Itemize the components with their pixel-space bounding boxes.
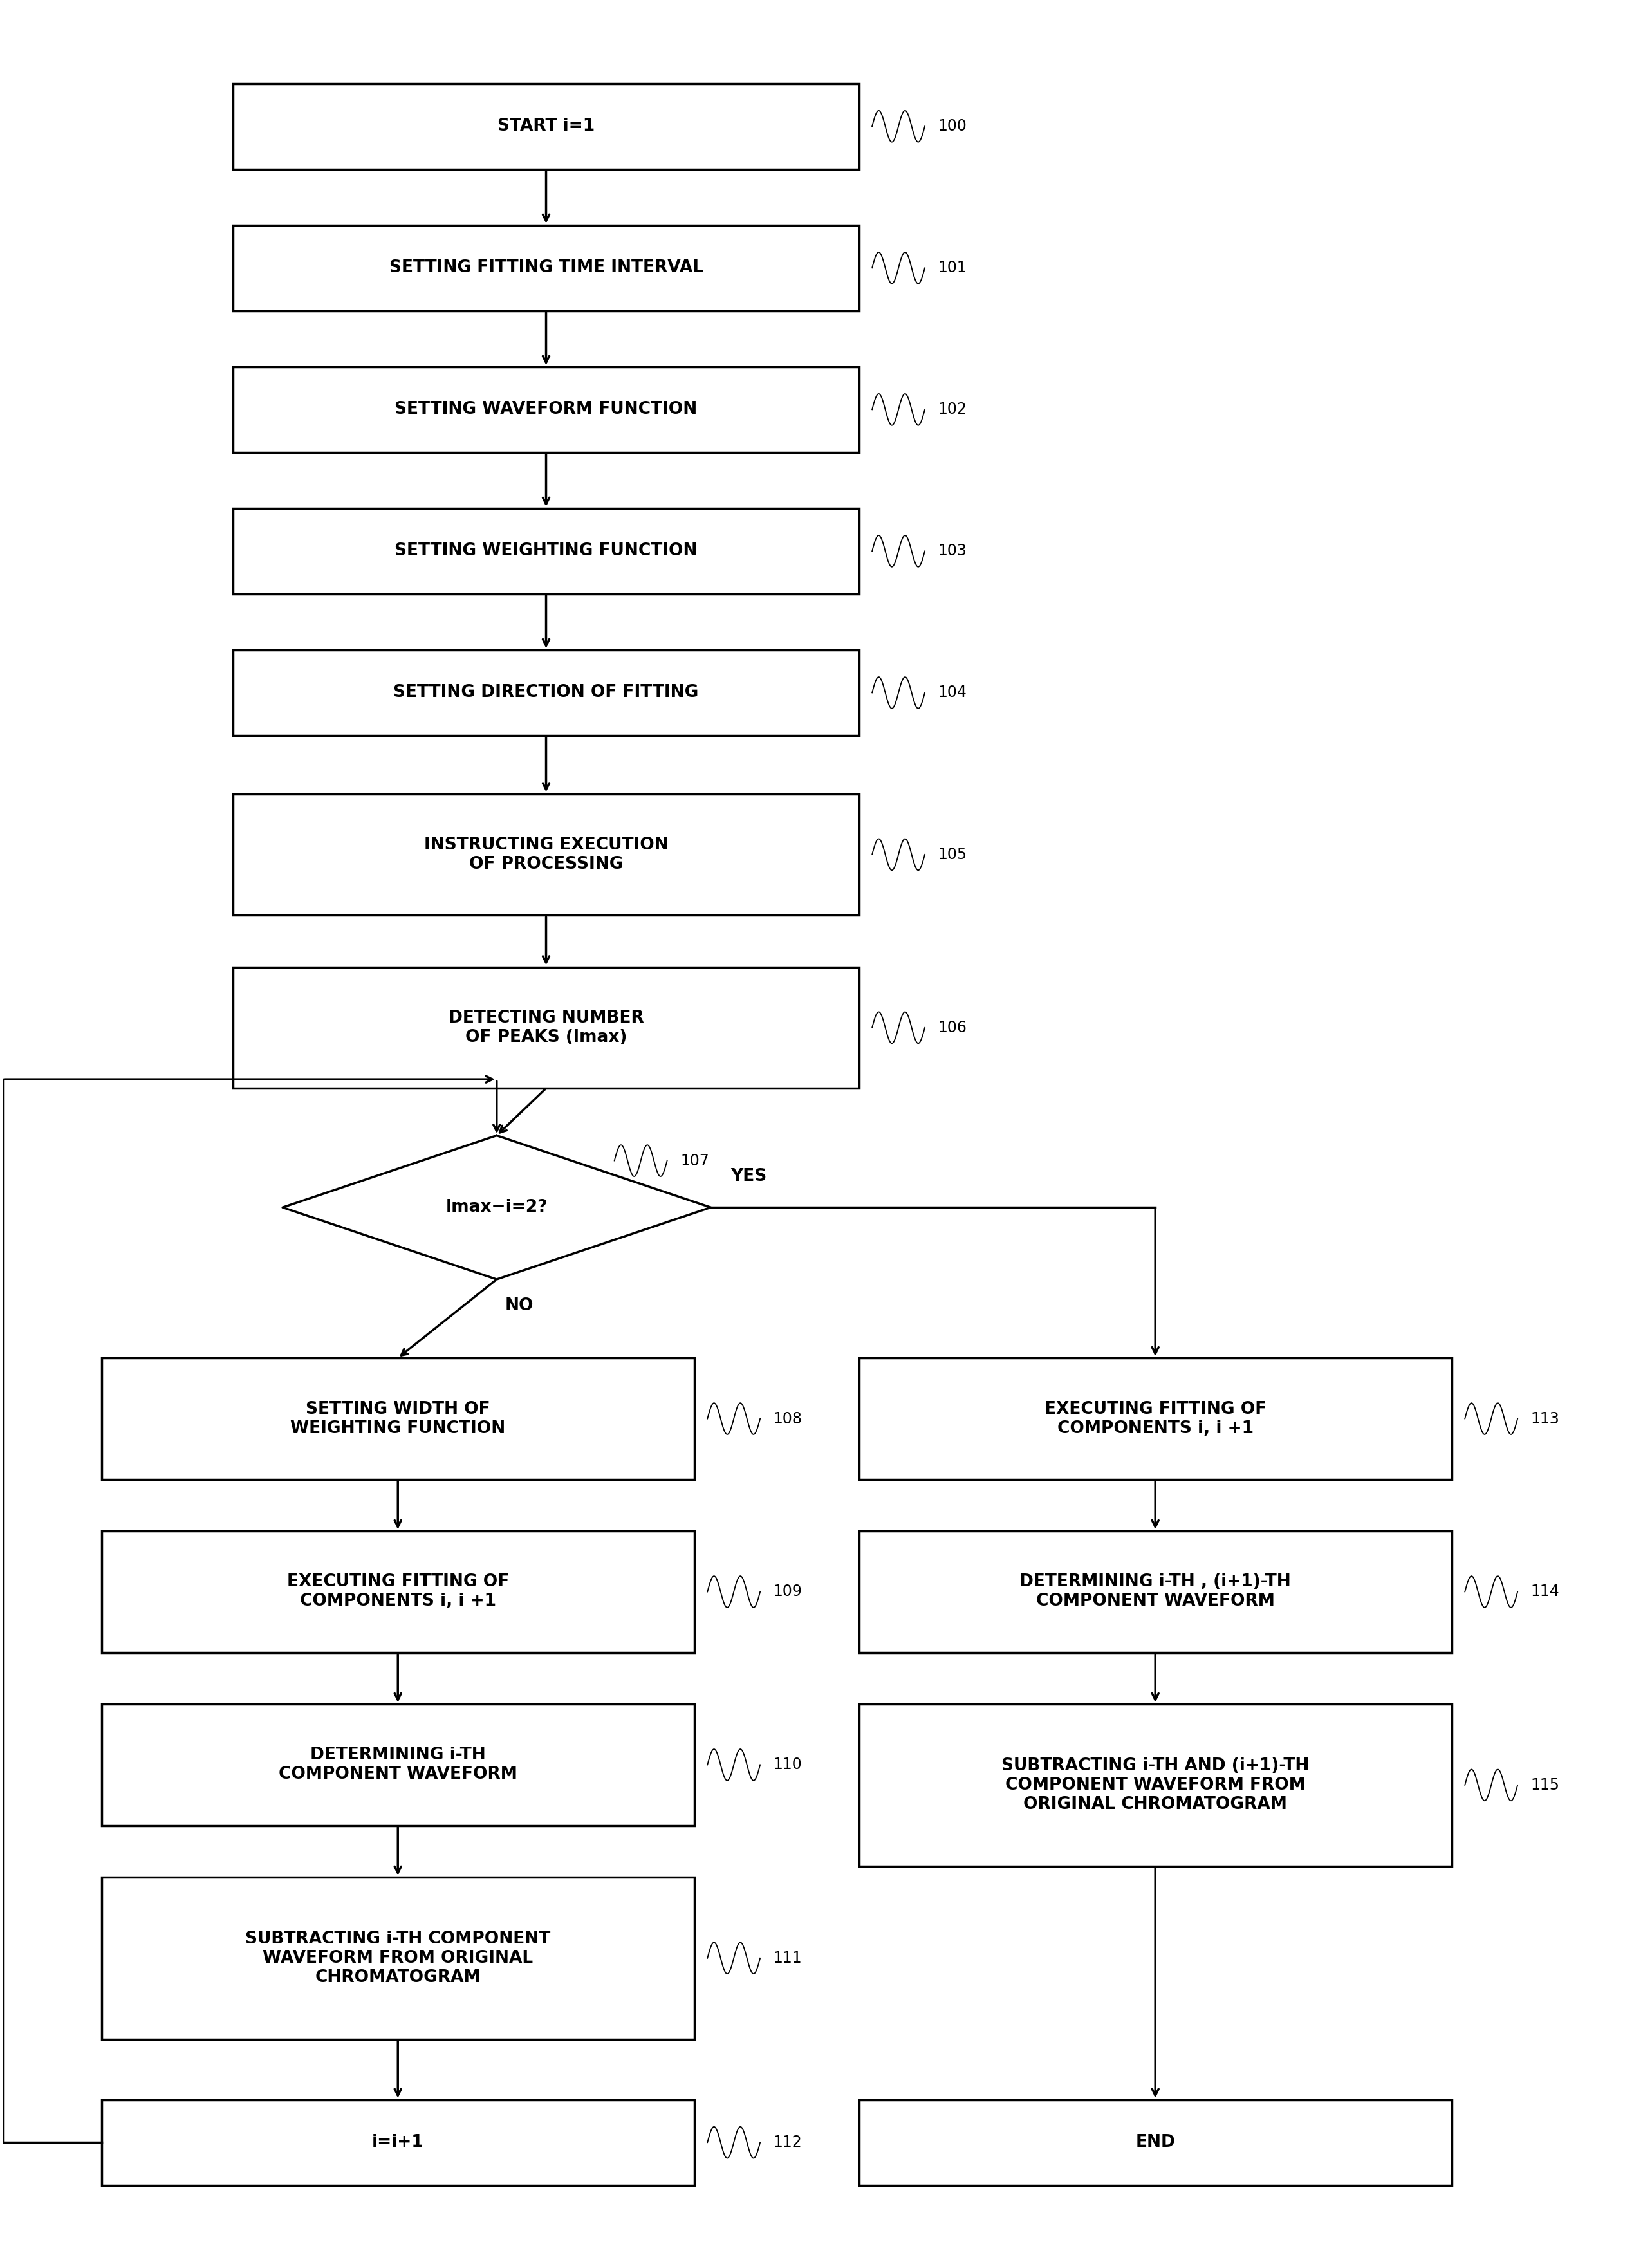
Text: 106: 106 xyxy=(938,1021,966,1036)
FancyBboxPatch shape xyxy=(233,83,859,169)
Text: DETERMINING i-TH
COMPONENT WAVEFORM: DETERMINING i-TH COMPONENT WAVEFORM xyxy=(279,1746,517,1782)
Text: SETTING WEIGHTING FUNCTION: SETTING WEIGHTING FUNCTION xyxy=(395,543,697,559)
Text: 105: 105 xyxy=(938,847,966,863)
FancyBboxPatch shape xyxy=(859,1703,1452,1865)
Text: EXECUTING FITTING OF
COMPONENTS i, i +1: EXECUTING FITTING OF COMPONENTS i, i +1 xyxy=(1044,1401,1267,1437)
Text: SETTING DIRECTION OF FITTING: SETTING DIRECTION OF FITTING xyxy=(393,685,699,701)
Text: SETTING WIDTH OF
WEIGHTING FUNCTION: SETTING WIDTH OF WEIGHTING FUNCTION xyxy=(291,1401,506,1437)
Polygon shape xyxy=(282,1136,710,1280)
FancyBboxPatch shape xyxy=(859,2100,1452,2185)
Text: YES: YES xyxy=(730,1169,767,1185)
Text: END: END xyxy=(1135,2134,1175,2152)
Text: 101: 101 xyxy=(938,259,966,275)
FancyBboxPatch shape xyxy=(233,793,859,915)
Text: 103: 103 xyxy=(938,543,966,559)
Text: 100: 100 xyxy=(938,119,966,133)
FancyBboxPatch shape xyxy=(101,1532,694,1651)
Text: 102: 102 xyxy=(938,401,966,417)
Text: 114: 114 xyxy=(1531,1584,1559,1600)
Text: NO: NO xyxy=(506,1298,534,1313)
Text: 104: 104 xyxy=(938,685,966,701)
Text: 115: 115 xyxy=(1531,1778,1559,1793)
Text: 111: 111 xyxy=(773,1951,801,1967)
Text: SETTING WAVEFORM FUNCTION: SETTING WAVEFORM FUNCTION xyxy=(395,401,697,417)
Text: 112: 112 xyxy=(773,2134,803,2149)
FancyBboxPatch shape xyxy=(233,367,859,453)
Text: 108: 108 xyxy=(773,1410,803,1426)
Text: 113: 113 xyxy=(1531,1410,1559,1426)
Text: i=i+1: i=i+1 xyxy=(372,2134,425,2152)
Text: 109: 109 xyxy=(773,1584,803,1600)
Text: DETECTING NUMBER
OF PEAKS (lmax): DETECTING NUMBER OF PEAKS (lmax) xyxy=(448,1009,644,1045)
FancyBboxPatch shape xyxy=(101,1703,694,1825)
Text: lmax−i=2?: lmax−i=2? xyxy=(446,1199,548,1217)
Text: EXECUTING FITTING OF
COMPONENTS i, i +1: EXECUTING FITTING OF COMPONENTS i, i +1 xyxy=(287,1575,509,1611)
FancyBboxPatch shape xyxy=(101,1359,694,1480)
FancyBboxPatch shape xyxy=(859,1359,1452,1480)
FancyBboxPatch shape xyxy=(233,967,859,1088)
Text: INSTRUCTING EXECUTION
OF PROCESSING: INSTRUCTING EXECUTION OF PROCESSING xyxy=(425,836,669,872)
FancyBboxPatch shape xyxy=(859,1532,1452,1651)
Text: START i=1: START i=1 xyxy=(497,117,595,135)
Text: SETTING FITTING TIME INTERVAL: SETTING FITTING TIME INTERVAL xyxy=(388,259,704,277)
Text: SUBTRACTING i-TH COMPONENT
WAVEFORM FROM ORIGINAL
CHROMATOGRAM: SUBTRACTING i-TH COMPONENT WAVEFORM FROM… xyxy=(244,1931,550,1985)
Text: SUBTRACTING i-TH AND (i+1)-TH
COMPONENT WAVEFORM FROM
ORIGINAL CHROMATOGRAM: SUBTRACTING i-TH AND (i+1)-TH COMPONENT … xyxy=(1001,1757,1310,1814)
Text: 110: 110 xyxy=(773,1757,803,1773)
FancyBboxPatch shape xyxy=(233,651,859,734)
Text: 107: 107 xyxy=(681,1154,709,1169)
FancyBboxPatch shape xyxy=(233,509,859,595)
Text: DETERMINING i-TH , (i+1)-TH
COMPONENT WAVEFORM: DETERMINING i-TH , (i+1)-TH COMPONENT WA… xyxy=(1019,1575,1290,1611)
FancyBboxPatch shape xyxy=(101,1877,694,2039)
FancyBboxPatch shape xyxy=(233,225,859,311)
FancyBboxPatch shape xyxy=(101,2100,694,2185)
